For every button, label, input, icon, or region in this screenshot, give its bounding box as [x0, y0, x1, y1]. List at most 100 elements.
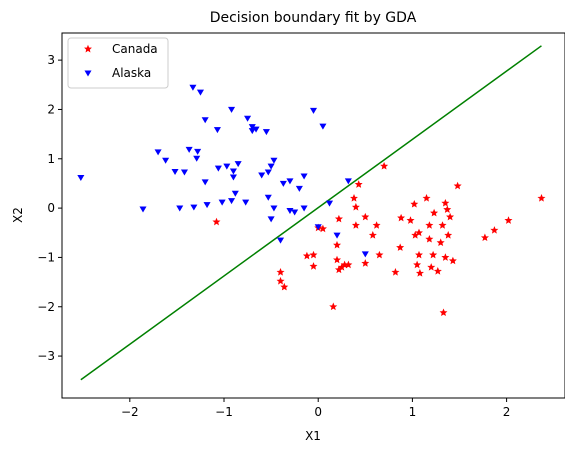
- point-canada: [413, 260, 422, 269]
- point-canada: [375, 250, 384, 259]
- point-alaska: [325, 200, 334, 207]
- point-canada: [406, 216, 415, 224]
- point-alaska: [203, 202, 211, 209]
- point-alaska: [242, 199, 250, 206]
- x-tick-label: 1: [409, 405, 417, 419]
- point-canada: [410, 200, 419, 208]
- point-alaska: [295, 185, 303, 192]
- point-alaska: [277, 237, 285, 244]
- point-alaska: [300, 205, 308, 212]
- point-alaska: [201, 179, 209, 186]
- point-canada: [446, 212, 455, 221]
- point-canada: [441, 253, 450, 261]
- point-alaska: [264, 194, 272, 201]
- point-alaska: [228, 198, 236, 205]
- point-canada: [430, 208, 439, 217]
- legend-marker-canada: [84, 44, 92, 53]
- point-canada: [329, 302, 338, 311]
- y-tick-label: 3: [47, 53, 55, 67]
- plot-frame: [61, 32, 565, 399]
- point-alaska: [309, 107, 318, 114]
- point-canada: [361, 259, 370, 267]
- series-canada: [212, 162, 546, 317]
- point-alaska: [279, 180, 287, 187]
- y-tick-label: −1: [37, 250, 55, 264]
- point-alaska: [231, 190, 239, 197]
- point-alaska: [201, 117, 209, 124]
- y-axis-label: X2: [11, 207, 25, 223]
- point-canada: [309, 262, 318, 270]
- chart-title: Decision boundary fit by GDA: [210, 10, 417, 26]
- point-alaska: [258, 172, 266, 179]
- point-canada: [436, 238, 445, 247]
- point-alaska: [139, 206, 147, 213]
- point-alaska: [171, 169, 179, 176]
- point-alaska: [270, 157, 278, 164]
- point-canada: [438, 221, 447, 229]
- point-canada: [425, 221, 434, 229]
- point-alaska: [176, 205, 184, 212]
- y-tick-label: 0: [47, 201, 55, 215]
- point-canada: [441, 199, 450, 207]
- point-alaska: [213, 127, 221, 134]
- point-canada: [504, 216, 513, 224]
- point-alaska: [229, 174, 237, 181]
- point-canada: [344, 260, 353, 269]
- point-canada: [415, 269, 424, 277]
- legend-label-alaska: Alaska: [112, 66, 151, 80]
- legend: Canada Alaska: [67, 37, 169, 89]
- point-canada: [391, 267, 400, 276]
- point-alaska: [194, 148, 202, 155]
- point-alaska: [267, 163, 275, 170]
- point-canada: [480, 233, 489, 242]
- point-alaska: [234, 161, 242, 168]
- point-canada: [280, 282, 289, 291]
- point-canada: [427, 263, 436, 271]
- point-canada: [334, 214, 343, 223]
- point-alaska: [314, 224, 322, 231]
- point-canada: [537, 194, 546, 202]
- point-alaska: [223, 163, 231, 170]
- point-canada: [425, 235, 434, 243]
- point-canada: [212, 217, 221, 226]
- point-alaska: [180, 169, 188, 176]
- point-alaska: [291, 209, 299, 216]
- y-tick-label: 2: [47, 102, 55, 116]
- legend-box: [67, 37, 169, 89]
- point-canada: [444, 231, 453, 239]
- point-alaska: [228, 106, 236, 113]
- x-tick-label: 0: [314, 405, 322, 419]
- point-canada: [351, 202, 360, 211]
- point-alaska: [333, 232, 341, 239]
- x-axis-label: X1: [305, 429, 321, 443]
- point-canada: [415, 250, 423, 259]
- point-canada: [302, 251, 311, 260]
- point-canada: [333, 255, 342, 264]
- point-canada: [397, 213, 406, 222]
- point-canada: [309, 250, 318, 259]
- y-tick-label: 1: [47, 152, 55, 166]
- decision-boundary-line: [80, 45, 542, 381]
- point-alaska: [162, 157, 170, 164]
- y-axis-ticks: −3 −2 −1 0 1 2 3: [37, 53, 62, 363]
- point-canada: [490, 226, 499, 234]
- point-canada: [276, 268, 285, 276]
- point-canada: [351, 221, 360, 229]
- point-canada: [448, 256, 457, 265]
- point-alaska: [286, 178, 294, 185]
- point-alaska: [196, 89, 204, 96]
- point-alaska: [361, 251, 369, 258]
- point-alaska: [252, 126, 260, 133]
- point-alaska: [193, 155, 201, 162]
- x-tick-label: 2: [503, 405, 511, 419]
- x-tick-label: −1: [215, 405, 233, 419]
- point-alaska: [229, 168, 237, 175]
- point-canada: [372, 221, 381, 229]
- point-alaska: [189, 84, 197, 91]
- y-tick-label: −3: [37, 349, 55, 363]
- y-tick-label: −2: [37, 300, 55, 314]
- point-alaska: [154, 149, 162, 156]
- point-canada: [415, 228, 423, 237]
- legend-label-canada: Canada: [112, 42, 158, 56]
